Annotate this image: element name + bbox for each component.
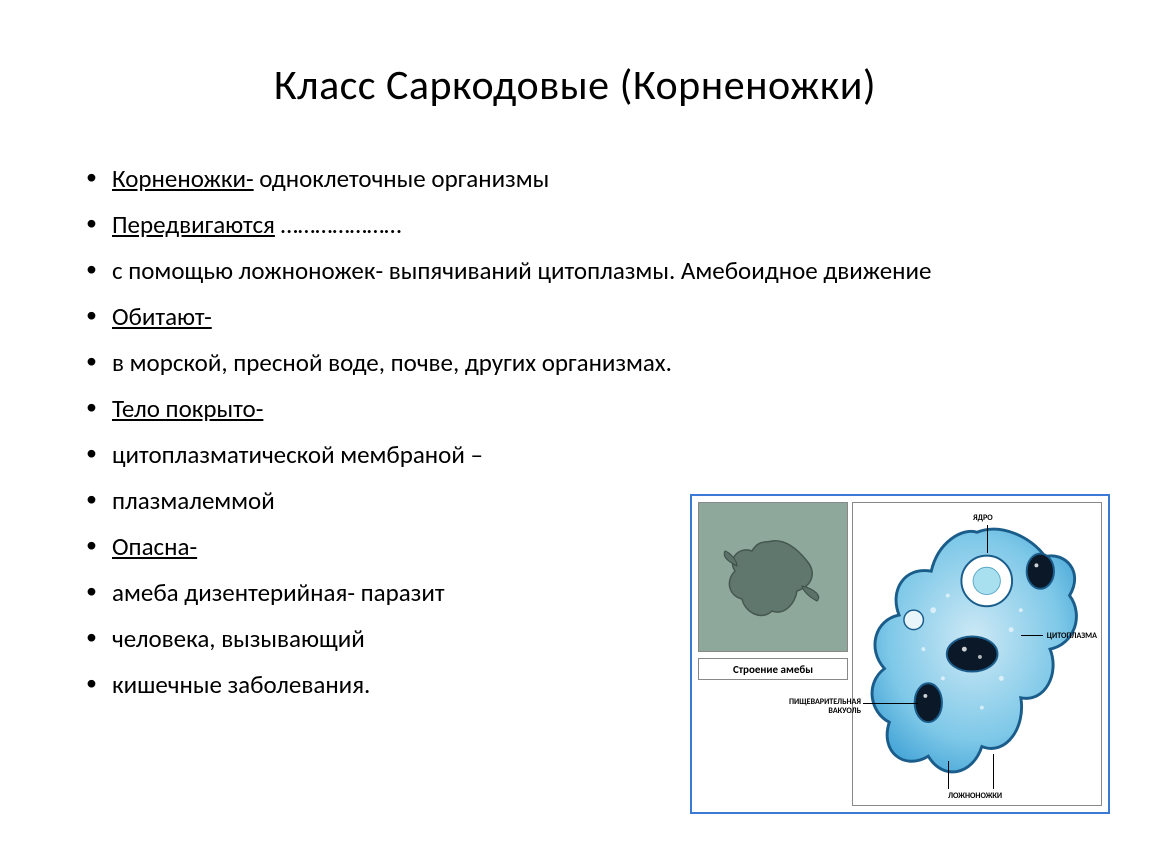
list-item: амеба дизентерийная- паразит: [80, 573, 640, 613]
figure-caption: Строение амебы: [698, 658, 848, 680]
leader-line: [863, 703, 918, 704]
micrograph-panel: [698, 502, 848, 652]
list-item: с помощью ложноножек- выпячиваний цитопл…: [80, 251, 1090, 291]
micrograph-amoeba-icon: [717, 531, 827, 621]
amoeba-diagram-icon: [853, 503, 1101, 805]
list-item: цитоплазматической мембраной –: [80, 435, 640, 475]
list-item: Тело покрыто-: [80, 389, 640, 429]
slide-title: Класс Саркодовые (Корненожки): [60, 60, 1090, 111]
amoeba-figure: Строение амебы: [690, 494, 1110, 814]
list-item: Корненожки- одноклеточные организмы: [80, 159, 1090, 199]
list-item: Передвигаются …………………: [80, 205, 1090, 245]
diagram-panel: ЯДРО ЦИТОПЛАЗМА ПИЩЕВАРИТЕЛЬНАЯ ВАКУОЛЬ …: [852, 502, 1102, 806]
list-item: кишечные заболевания.: [80, 665, 640, 705]
label-cytoplasm: ЦИТОПЛАЗМА: [1047, 631, 1097, 641]
leader-line: [993, 754, 994, 789]
label-nucleus: ЯДРО: [973, 513, 993, 523]
list-item: человека, вызывающий: [80, 619, 640, 659]
slide: Класс Саркодовые (Корненожки) Корненожки…: [0, 0, 1150, 864]
list-item: Опасна-: [80, 527, 640, 567]
leader-line: [948, 761, 949, 789]
list-item: плазмалеммой: [80, 481, 640, 521]
label-vacuole: ПИЩЕВАРИТЕЛЬНАЯ ВАКУОЛЬ: [781, 698, 861, 716]
leader-line: [1021, 635, 1043, 636]
leader-line: [987, 525, 988, 553]
label-pseudopod: ЛОЖНОНОЖКИ: [948, 791, 1002, 801]
list-item: в морской, пресной воде, почве, других о…: [80, 343, 1090, 383]
list-item: Обитают-: [80, 297, 1090, 337]
